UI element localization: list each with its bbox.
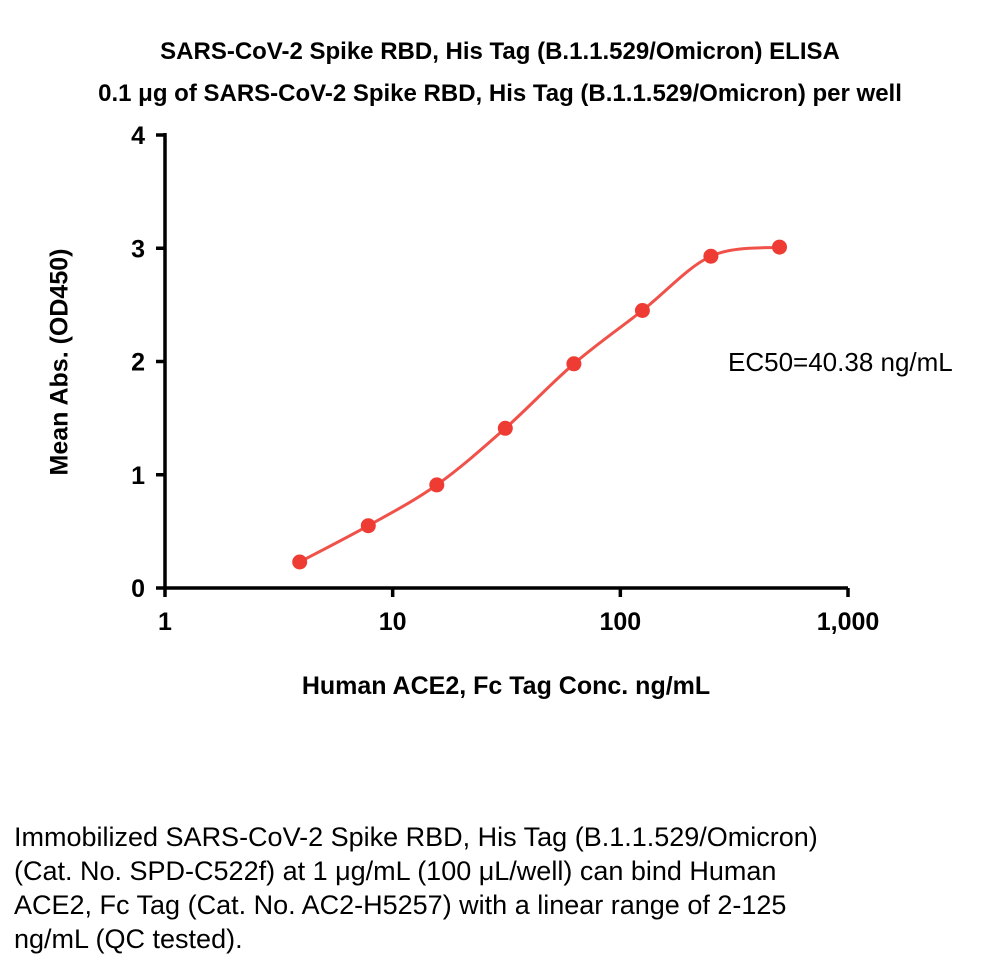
data-point [703,248,719,264]
chart-title-line1: SARS-CoV-2 Spike RBD, His Tag (B.1.1.529… [160,38,840,65]
data-point [634,303,650,318]
x-tick-label: 1 [158,608,172,636]
caption-line: (Cat. No. SPD-C522f) at 1 μg/mL (100 μL/… [14,856,777,886]
data-point [497,420,513,436]
x-axis-title: Human ACE2, Fc Tag Conc. ng/mL [301,672,711,700]
fit-curve [298,245,780,564]
y-tick-label: 0 [131,575,145,603]
x-tick-label: 10 [379,608,407,636]
y-tick-label: 3 [131,235,145,263]
y-tick-label: 1 [131,462,145,490]
caption-line: ACE2, Fc Tag (Cat. No. AC2-H5257) with a… [14,890,787,920]
y-tick-label: 2 [131,349,145,377]
figure-caption: Immobilized SARS-CoV-2 Spike RBD, His Ta… [14,820,994,956]
caption-line: Immobilized SARS-CoV-2 Spike RBD, His Ta… [14,822,818,852]
data-points [292,239,787,570]
data-point [566,356,582,372]
caption-line: ng/mL (QC tested). [14,924,243,954]
data-point [772,239,787,255]
data-point [292,554,308,570]
x-tick-label: 1,000 [817,608,880,636]
chart-title-line2: 0.1 μg of SARS-CoV-2 Spike RBD, His Tag … [98,80,902,107]
y-tick-label: 4 [131,122,145,150]
ec50-annotation: EC50=40.38 ng/mL [728,347,953,377]
x-tick-label: 100 [599,608,641,636]
y-axis-title: Mean Abs. (OD450) [45,248,74,476]
data-point [360,518,376,534]
data-point [429,477,445,493]
axes [156,133,850,597]
